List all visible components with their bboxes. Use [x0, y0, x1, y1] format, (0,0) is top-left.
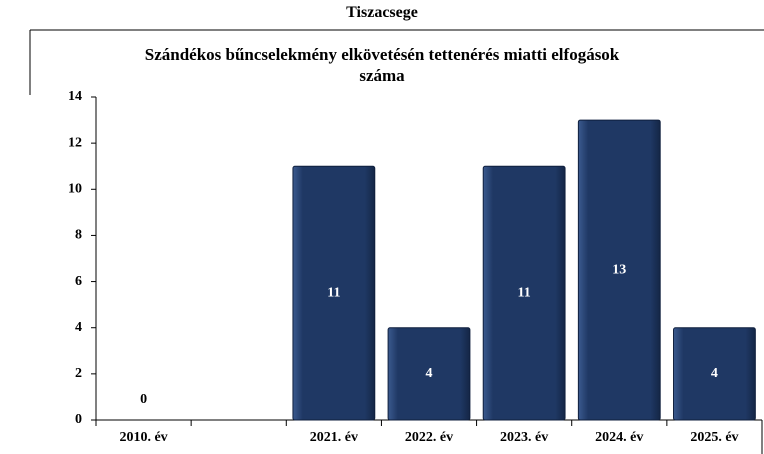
x-tick-label: 2025. év	[690, 430, 738, 445]
data-label: 11	[327, 285, 340, 300]
y-tick-label: 0	[75, 412, 82, 427]
x-tick-label: 2024. év	[595, 430, 643, 445]
y-tick-label: 6	[75, 274, 82, 289]
y-tick-label: 10	[68, 182, 82, 197]
y-tick-label: 8	[75, 228, 82, 243]
x-tick-label: 2010. év	[119, 430, 167, 445]
data-label: 4	[711, 366, 718, 381]
bar	[292, 165, 376, 421]
y-tick-label: 4	[75, 320, 82, 335]
data-label: 0	[140, 392, 147, 407]
bar	[387, 327, 471, 421]
chart-title: Szándékos bűncselekmény elkövetésén tett…	[144, 45, 620, 85]
x-tick-label: 2022. év	[405, 430, 453, 445]
header: Tiszacsege	[346, 4, 418, 21]
data-label: 13	[612, 262, 626, 277]
x-tick-label: 2023. év	[500, 430, 548, 445]
y-tick-label: 14	[68, 89, 82, 104]
data-label: 4	[426, 366, 433, 381]
x-tick-label: 2021. év	[310, 430, 358, 445]
bar	[482, 165, 566, 421]
y-tick-label: 2	[75, 366, 82, 381]
bar	[577, 119, 661, 421]
y-tick-label: 12	[68, 135, 82, 150]
data-label: 11	[518, 285, 531, 300]
bar	[673, 327, 756, 421]
